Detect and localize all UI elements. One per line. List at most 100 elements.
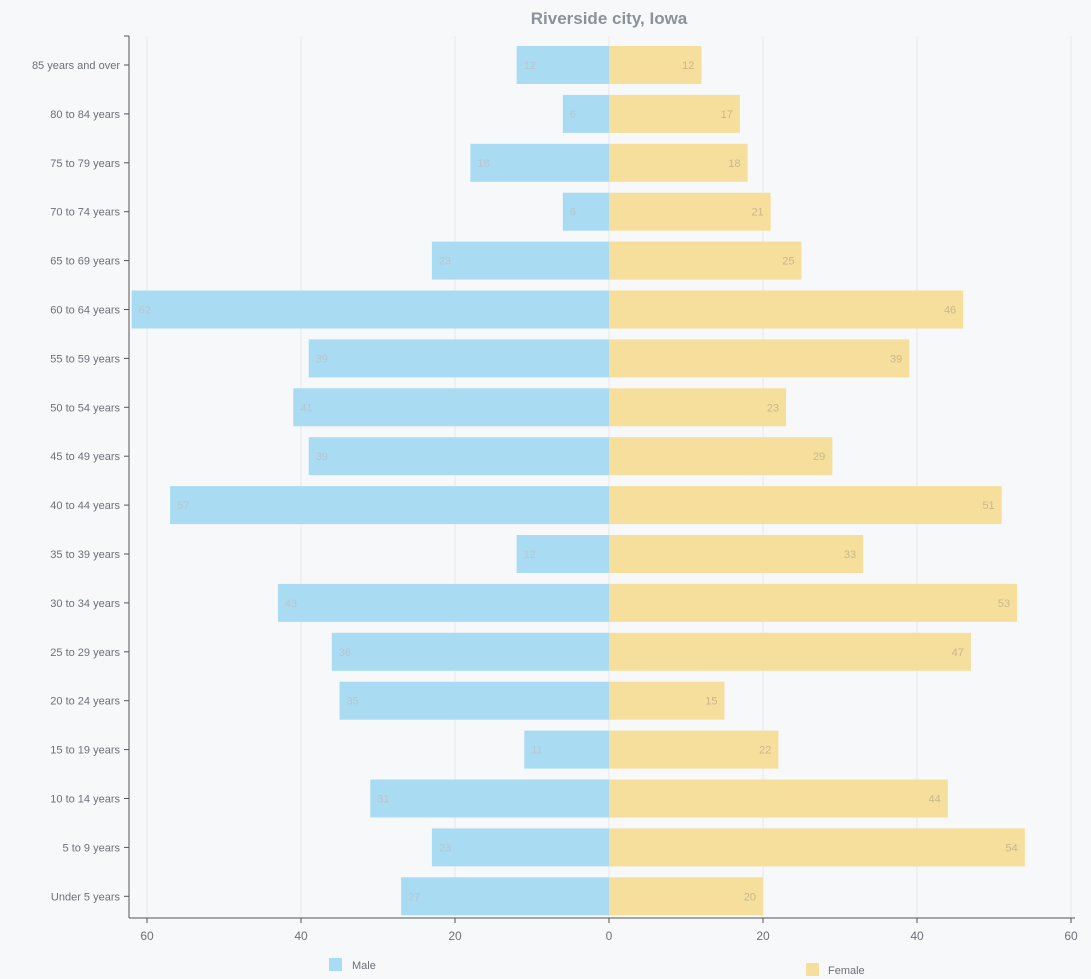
female-value-label: 39 [890,353,902,365]
female-bar [609,486,1002,525]
x-tick-label: 60 [140,929,154,943]
male-value-label: 36 [339,647,351,659]
male-value-label: 27 [408,891,420,903]
y-tick-label: 65 to 69 years [50,256,120,268]
y-tick-label: 70 to 74 years [50,207,120,219]
legend-swatch-male [329,958,342,971]
male-bar [470,143,609,182]
y-tick-label: 35 to 39 years [50,549,120,561]
male-bar [370,779,609,818]
female-value-label: 12 [682,60,694,72]
male-bar [431,828,609,867]
y-tick-label: 25 to 29 years [50,647,120,659]
male-value-label: 41 [300,402,312,414]
male-value-label: 12 [524,549,536,561]
female-bar [609,877,763,916]
y-tick-label: 40 to 44 years [50,500,120,512]
male-value-label: 57 [177,500,189,512]
legend-label-male: Male [352,960,376,972]
legend-label-female: Female [828,965,865,977]
female-value-label: 20 [744,891,756,903]
female-bar [609,192,771,231]
female-bar [609,46,702,84]
x-tick-label: 20 [756,929,770,943]
female-value-label: 21 [751,207,763,219]
y-tick-label: 50 to 54 years [50,402,120,414]
female-bar [609,583,1018,622]
female-bar [609,632,971,671]
male-bar [293,388,609,427]
grid-lines [146,36,1072,918]
female-bar [609,535,864,573]
male-value-label: 23 [439,256,451,268]
female-value-label: 18 [728,158,740,170]
x-tick-label: 40 [910,929,924,943]
female-value-label: 53 [998,598,1010,610]
female-value-label: 44 [929,794,941,806]
y-tick-label: 10 to 14 years [50,794,120,806]
x-tick-label: 60 [1064,929,1078,943]
female-value-label: 22 [759,745,771,757]
male-value-label: 43 [285,598,297,610]
legend: Male Female [329,958,865,977]
male-value-label: 12 [524,60,536,72]
male-value-label: 31 [377,794,389,806]
female-bar [609,730,779,769]
female-value-label: 17 [721,109,733,121]
male-bar [562,192,609,231]
y-tick-label: 15 to 19 years [50,745,120,757]
female-bar [609,779,948,818]
y-tick-label: 45 to 49 years [50,451,120,463]
male-value-label: 6 [570,109,576,121]
male-bar [562,94,609,133]
male-bar [431,241,609,280]
female-value-label: 15 [705,696,717,708]
female-bar [609,143,748,182]
bars: 12 12 6 17 18 18 6 21 23 25 62 46 39 39 41 23 39 29 57 51 12… [131,46,1025,916]
y-tick-label: 20 to 24 years [50,696,120,708]
x-axis: 60 40 20 0 20 40 60 [129,917,1078,943]
male-value-label: 6 [570,207,576,219]
male-bar [308,437,609,476]
y-tick-label: 85 years and over [32,60,120,72]
male-bar [524,730,609,769]
male-value-label: 18 [477,158,489,170]
y-tick-label: 75 to 79 years [50,158,120,170]
male-value-label: 39 [316,353,328,365]
female-bar [609,388,787,427]
male-value-label: 23 [439,842,451,854]
y-tick-label: 30 to 34 years [50,598,120,610]
male-bar [170,486,609,525]
male-value-label: 11 [531,745,542,757]
x-tick-label: 20 [448,929,462,943]
x-tick-label: 0 [606,929,613,943]
female-value-label: 54 [1006,842,1018,854]
chart-title: Riverside city, Iowa [531,9,688,28]
female-bar [609,339,910,378]
y-tick-label: Under 5 years [51,891,121,903]
female-value-label: 51 [982,500,994,512]
female-bar [609,290,964,329]
male-value-label: 39 [316,451,328,463]
male-value-label: 62 [139,305,151,317]
male-value-label: 35 [347,696,359,708]
male-bar [331,632,609,671]
female-value-label: 46 [944,305,956,317]
male-bar [308,339,609,378]
y-axis: 85 years and over 80 to 84 years 75 to 79 … [32,35,130,918]
female-value-label: 25 [782,256,794,268]
x-tick-label: 40 [294,929,308,943]
male-bar [516,535,609,573]
y-tick-label: 5 to 9 years [63,842,121,854]
male-bar [277,583,609,622]
male-bar [516,46,609,84]
female-bar [609,437,833,476]
female-value-label: 29 [813,451,825,463]
female-value-label: 47 [952,647,964,659]
legend-swatch-female [806,963,819,976]
y-tick-label: 80 to 84 years [50,109,120,121]
female-bar [609,828,1025,867]
female-value-label: 33 [844,549,856,561]
male-bar [401,877,609,916]
